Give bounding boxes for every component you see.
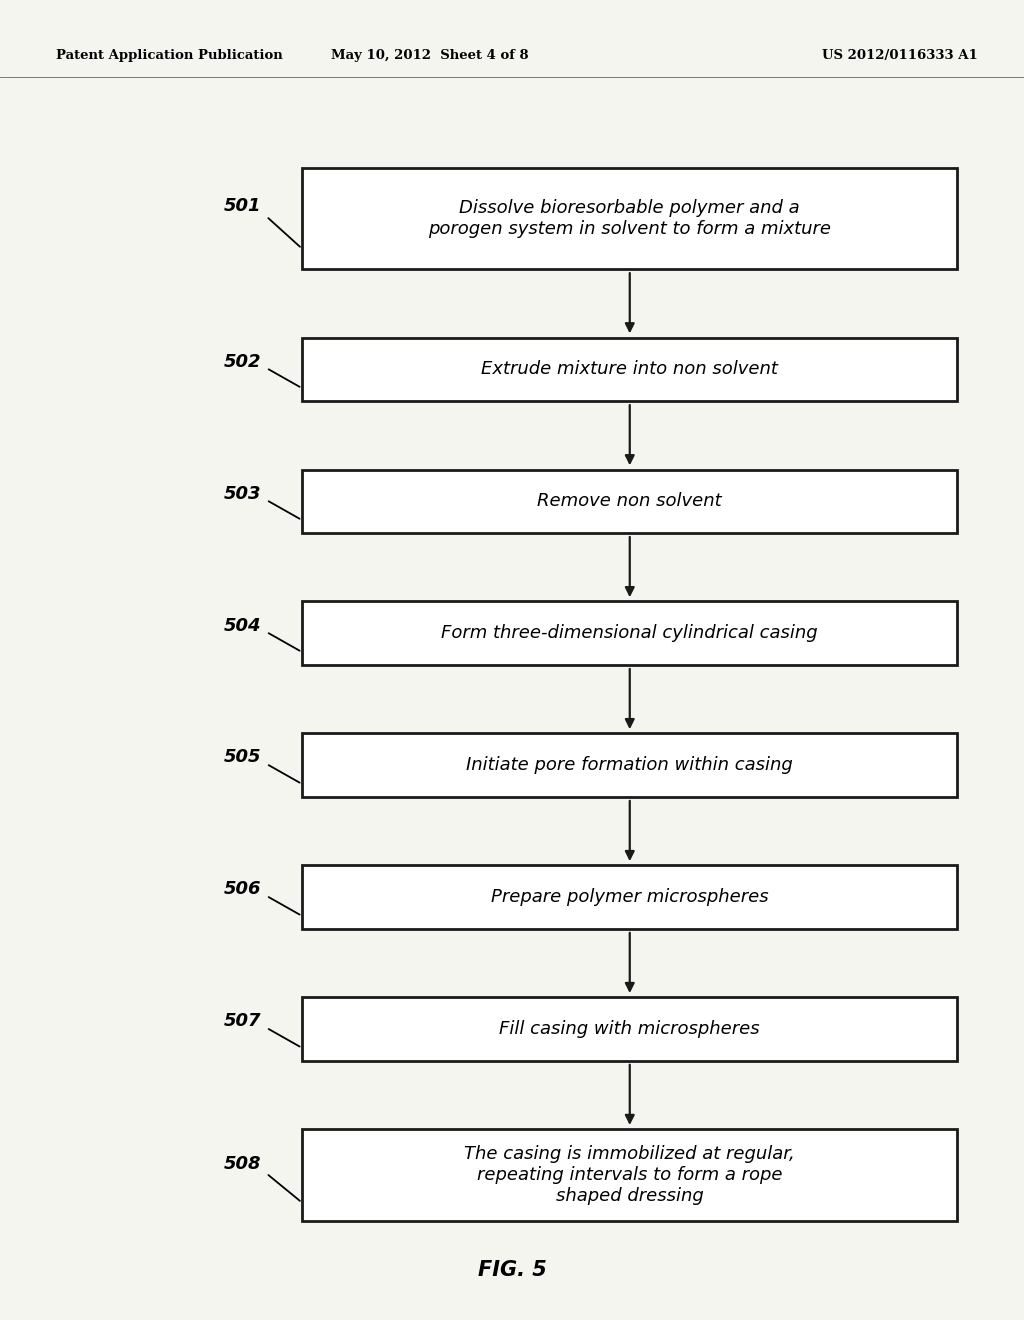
Bar — [302, 1129, 957, 1221]
Bar — [302, 734, 957, 797]
Text: Prepare polymer microspheres: Prepare polymer microspheres — [490, 888, 769, 906]
Text: Patent Application Publication: Patent Application Publication — [56, 49, 283, 62]
Text: Remove non solvent: Remove non solvent — [538, 492, 722, 510]
Text: 502: 502 — [223, 352, 261, 371]
Text: Fill casing with microspheres: Fill casing with microspheres — [500, 1020, 760, 1038]
Bar — [302, 338, 957, 401]
Text: 504: 504 — [223, 616, 261, 635]
Text: US 2012/0116333 A1: US 2012/0116333 A1 — [822, 49, 978, 62]
Text: 501: 501 — [223, 197, 261, 215]
Text: The casing is immobilized at regular,
repeating intervals to form a rope
shaped : The casing is immobilized at regular, re… — [465, 1146, 795, 1205]
Bar — [302, 602, 957, 665]
Text: Dissolve bioresorbable polymer and a
porogen system in solvent to form a mixture: Dissolve bioresorbable polymer and a por… — [428, 199, 831, 238]
Text: Initiate pore formation within casing: Initiate pore formation within casing — [466, 756, 794, 774]
Text: 503: 503 — [223, 484, 261, 503]
Text: 507: 507 — [223, 1012, 261, 1031]
Text: Extrude mixture into non solvent: Extrude mixture into non solvent — [481, 360, 778, 379]
Text: 508: 508 — [223, 1155, 261, 1173]
Bar — [302, 470, 957, 533]
Text: FIG. 5: FIG. 5 — [477, 1259, 547, 1280]
Text: May 10, 2012  Sheet 4 of 8: May 10, 2012 Sheet 4 of 8 — [332, 49, 528, 62]
Text: Form three-dimensional cylindrical casing: Form three-dimensional cylindrical casin… — [441, 624, 818, 642]
Bar — [302, 168, 957, 269]
Text: 505: 505 — [223, 748, 261, 767]
Bar — [302, 866, 957, 929]
Text: 506: 506 — [223, 880, 261, 899]
Bar — [302, 998, 957, 1060]
